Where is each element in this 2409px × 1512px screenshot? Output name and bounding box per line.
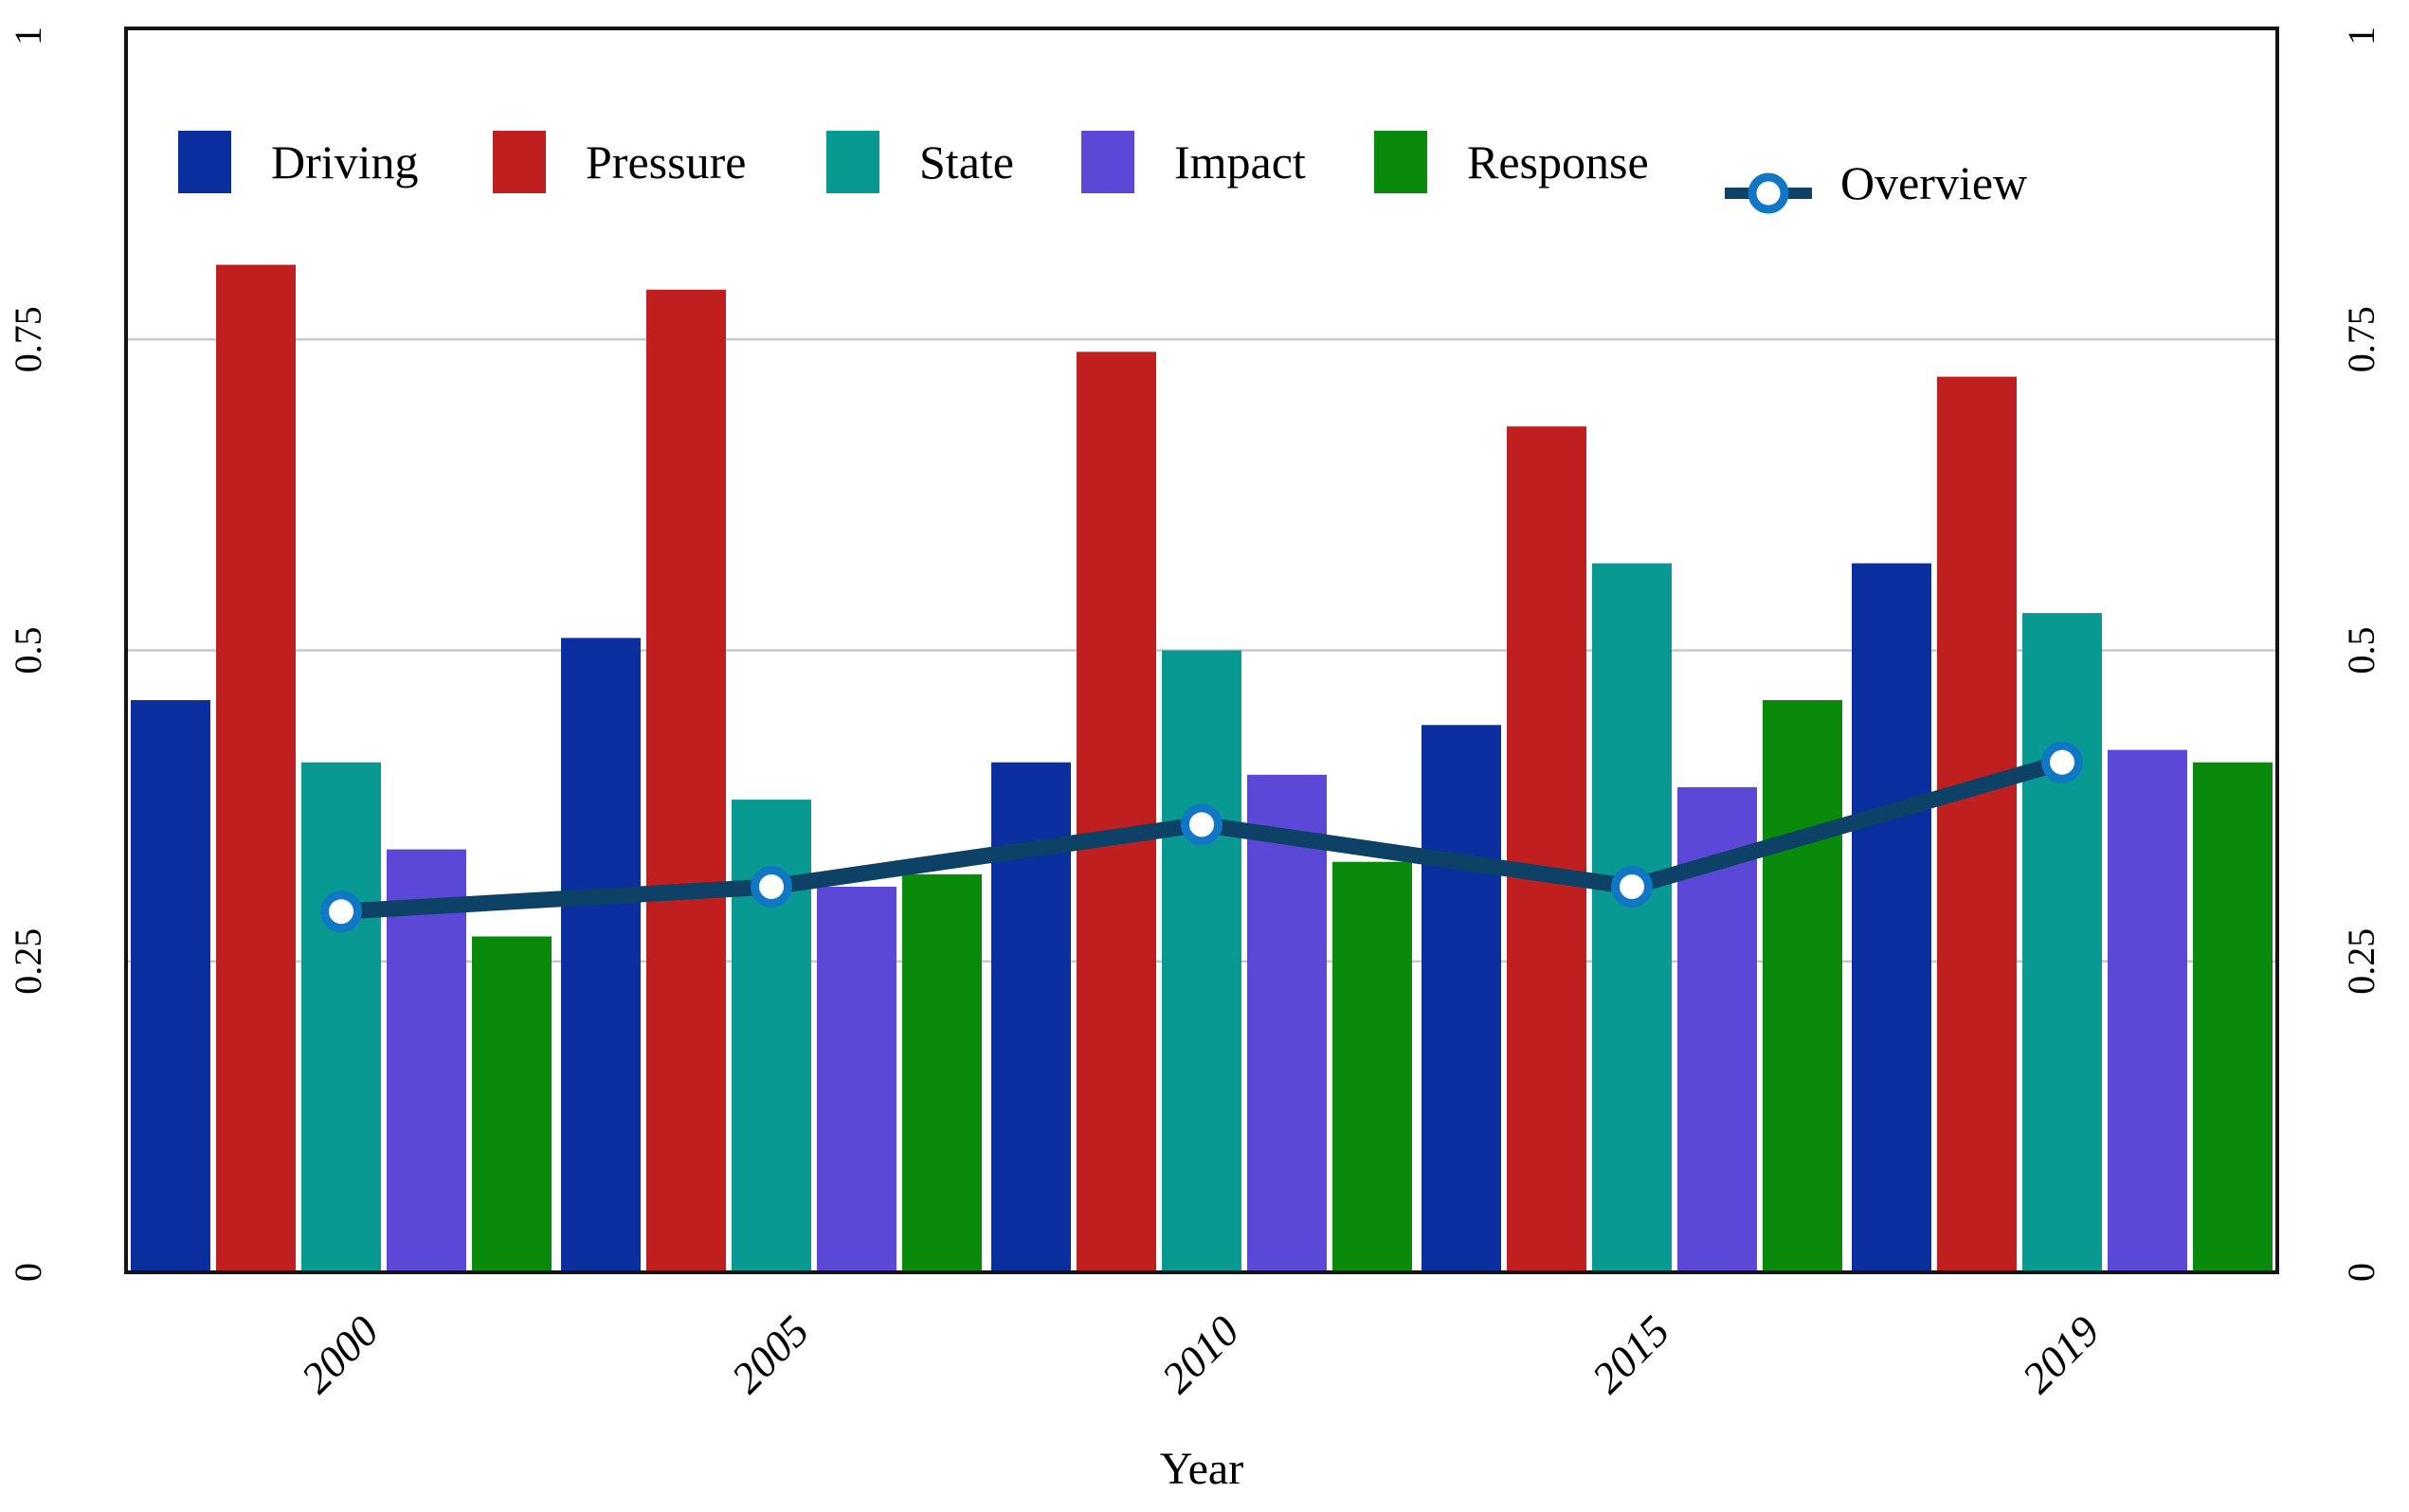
bar-response-2005 xyxy=(902,873,982,1272)
y-tick-label: 1 xyxy=(7,27,49,45)
y-tick-label: 0 xyxy=(2340,1263,2382,1282)
bar-state-2019 xyxy=(2022,613,2102,1272)
bar-impact-2019 xyxy=(2108,749,2187,1272)
bar-state-2015 xyxy=(1592,563,1672,1272)
x-axis-title: Year xyxy=(1160,1444,1243,1494)
bar-response-2010 xyxy=(1332,861,1412,1272)
bar-response-2015 xyxy=(1763,700,1842,1272)
overview-marker-point xyxy=(751,865,792,908)
bar-driving-2000 xyxy=(131,700,210,1272)
y-tick-label: 0.5 xyxy=(7,627,49,675)
bar-pressure-2019 xyxy=(1937,376,2017,1272)
bar-driving-2019 xyxy=(1852,563,1931,1272)
bar-state-2010 xyxy=(1162,650,1241,1272)
bar-impact-2010 xyxy=(1247,774,1327,1272)
overview-marker-point xyxy=(1181,803,1223,846)
bar-response-2019 xyxy=(2193,762,2273,1272)
bar-pressure-2005 xyxy=(646,289,726,1273)
bar-pressure-2015 xyxy=(1507,426,1586,1272)
y-tick-label: 0.75 xyxy=(7,306,49,372)
bar-driving-2005 xyxy=(561,638,641,1272)
bar-pressure-2000 xyxy=(216,264,296,1273)
y-tick-label: 0.25 xyxy=(2340,928,2382,995)
y-tick-label: 0 xyxy=(7,1263,49,1282)
overview-marker-point xyxy=(2041,741,2083,783)
bar-impact-2000 xyxy=(387,849,466,1272)
bar-impact-2005 xyxy=(817,886,897,1272)
y-tick-label: 0.5 xyxy=(2340,627,2382,675)
bar-pressure-2010 xyxy=(1077,351,1156,1272)
y-tick-label: 0.75 xyxy=(2340,306,2382,372)
bar-response-2000 xyxy=(472,936,552,1272)
bar-state-2000 xyxy=(301,762,381,1272)
y-tick-label: 1 xyxy=(2340,27,2382,45)
overview-marker-point xyxy=(1611,865,1653,908)
y-tick-label: 0.25 xyxy=(7,928,49,995)
bar-driving-2015 xyxy=(1422,725,1501,1272)
overview-marker-point xyxy=(320,891,362,933)
